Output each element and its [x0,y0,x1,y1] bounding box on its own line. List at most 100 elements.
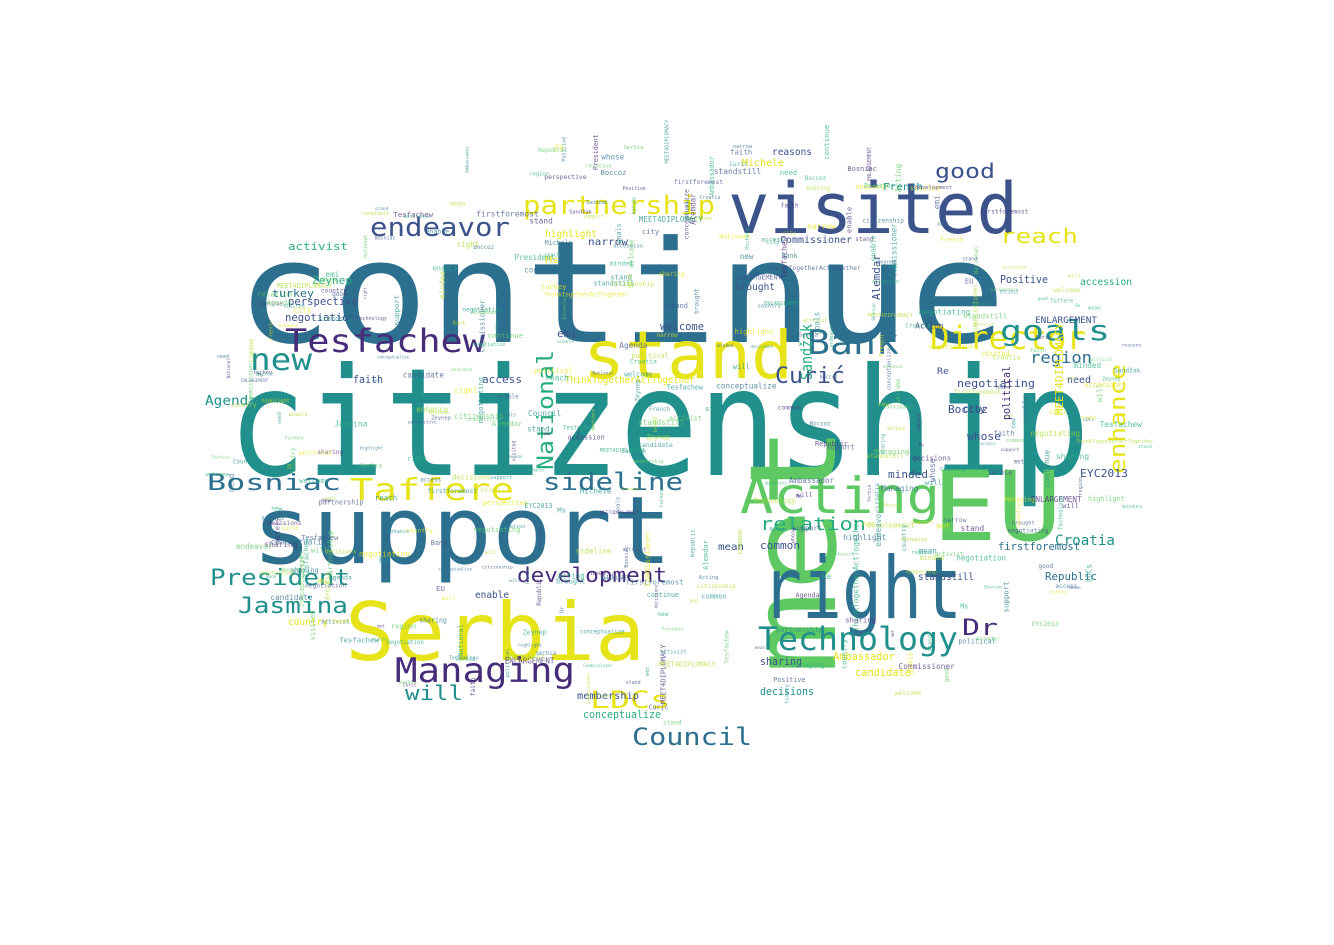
filler-word: turkey [541,283,566,291]
filler-word: negotiating [1008,527,1049,534]
filler-word: negotiation [386,640,424,646]
filler-word: firstforemost [674,179,723,186]
filler-word: Technology [356,316,387,322]
filler-word: Croatia [993,353,1021,361]
filler-word: Serbia [624,145,644,151]
filler-word: Serbia [536,651,557,657]
filler-word: conceptualize [298,555,306,607]
filler-word: activist [321,619,349,625]
word-Boccoz: Boccoz [948,403,988,416]
filler-word: citizenship [410,399,444,405]
filler-word: enable [289,412,308,418]
filler-word: ENLARGEMENT [867,147,873,181]
filler-word: Tesfachew [1100,420,1143,429]
filler-word: ENLARGEMENT [241,378,269,383]
filler-word: Alemdar [701,540,710,570]
filler-word: Michele [580,487,612,496]
filler-word: endeavor [236,542,273,551]
filler-word: Boccoz [601,168,627,177]
filler-word: country [758,304,782,310]
word-good: good [935,159,995,183]
word-Zeynep: Zeynep [312,274,352,287]
filler-word: will [1095,384,1104,403]
filler-word: stand [962,257,977,263]
filler-word: goals [324,495,337,500]
word-brought: brought [735,282,775,293]
word-negotiation: negotiation [285,311,355,324]
filler-word: Sandžak [586,199,607,206]
filler-word: goals [615,497,621,514]
filler-word: whose [862,521,875,526]
filler-word: need [227,474,236,493]
filler-word: brought [1012,521,1035,527]
filler-word: enhance [528,468,546,473]
filler-word: narrow [943,516,967,524]
word-Agenda: Agenda [205,394,257,409]
filler-word: reach [375,494,398,503]
filler-word: Managing [792,662,825,670]
filler-word: emi [932,195,941,209]
filler-word: conceptualize [377,354,410,359]
filler-word: faith [730,147,752,156]
filler-word: Bosniac [624,546,630,567]
filler-word: activist [669,415,702,423]
filler-word: EU [555,143,564,152]
filler-word: reach [545,374,569,383]
filler-word: French [940,236,964,244]
filler-word: will [1068,274,1081,280]
filler-word: Tesfachew [301,538,310,577]
word-National: National [534,350,559,470]
filler-word: Boccoz [256,371,274,377]
filler-word: continue [684,199,690,221]
word-sideline: sideline [543,468,683,496]
filler-word: Tesfachew [780,236,789,278]
word-met: met [725,425,864,675]
filler-word: common [701,592,726,600]
word-Re: Re [937,367,949,377]
filler-word: city [642,227,660,236]
filler-word: welcome [206,472,229,478]
filler-word: candidate [591,408,596,431]
filler-word: activist [974,322,995,327]
filler-word: membership [634,459,664,465]
filler-word: Boccoz [473,245,494,251]
filler-word: perspective [544,173,586,181]
word-enhance: enhance [1106,364,1131,474]
filler-word: conceptualize [886,348,892,390]
filler-word: Zeynep [523,629,547,637]
filler-word: highlight [360,445,384,451]
filler-word: turkey [284,435,305,441]
filler-word: accession [613,243,643,249]
filler-word: Re [318,578,325,584]
filler-word: decisions [654,584,660,608]
filler-word: Agenda [267,299,292,307]
filler-word: political [505,648,511,677]
filler-word: city [1065,376,1076,382]
filler-word: accession [1084,380,1123,389]
filler-word: relation [586,164,612,170]
filler-word: negotiating [919,308,971,317]
word-negotiating: negotiating [957,377,1035,390]
filler-word: Zeynep [634,379,641,402]
filler-word: standstill [318,314,361,323]
filler-word: MEET4DIPLOMACY [277,282,333,290]
word-membership: membership [577,691,639,702]
word-endeavor: endeavor [370,213,510,243]
word-firstforemost: firstforemost [998,540,1080,553]
filler-word: Commissioner [971,283,979,334]
word-EU: EU [932,451,1062,563]
word-political: political [1000,366,1013,420]
filler-word: Agenda [631,197,637,214]
filler-word: Jasmina [334,420,368,429]
word-Ambassador: Ambassador [833,650,895,663]
filler-word: candidate [638,441,673,449]
word-stand: stand [583,317,793,394]
filler-word: Technology [1058,495,1064,530]
word-Sandzak: Sandžak [797,324,816,380]
filler-word: faith [994,430,1015,438]
filler-word: development [915,185,952,191]
filler-word: narrow [733,144,753,150]
word-minded: minded [888,468,928,481]
filler-word: met [888,263,898,269]
word-turkey: turkey [272,287,314,300]
